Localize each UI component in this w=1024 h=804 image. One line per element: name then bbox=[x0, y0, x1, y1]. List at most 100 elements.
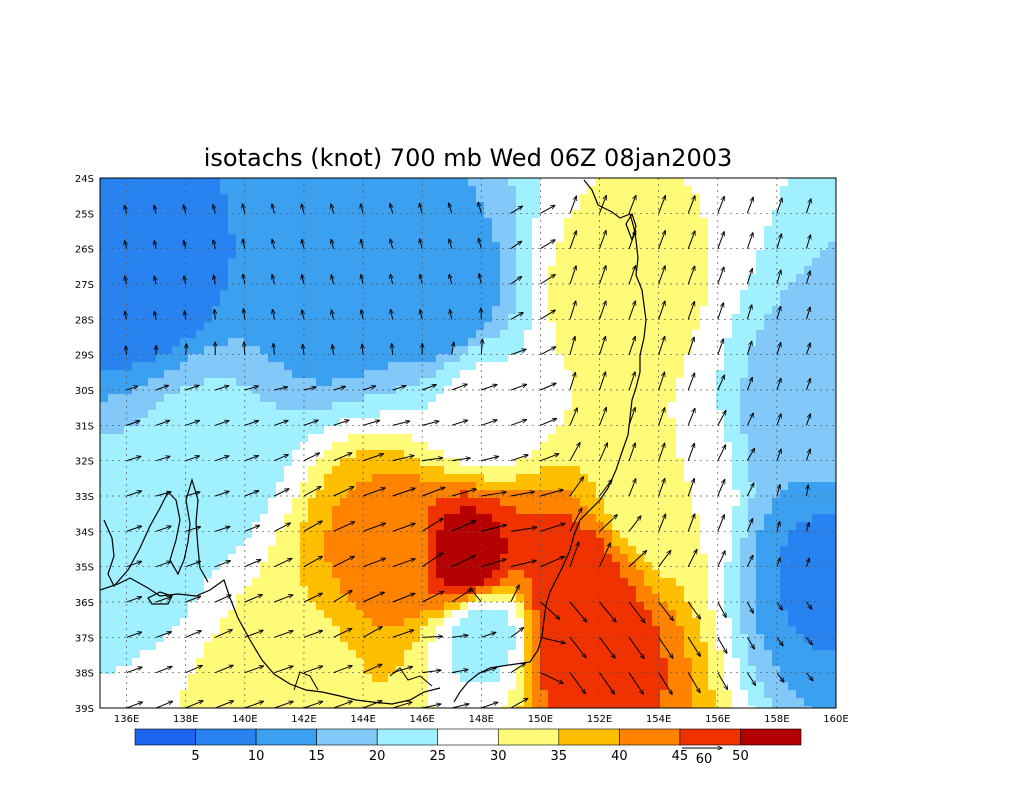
field-cell bbox=[420, 602, 429, 611]
field-cell bbox=[628, 418, 637, 427]
field-cell bbox=[476, 426, 485, 435]
field-cell bbox=[108, 258, 117, 267]
field-cell bbox=[164, 354, 173, 363]
field-cell bbox=[412, 250, 421, 259]
field-cell bbox=[612, 602, 621, 611]
field-cell bbox=[620, 218, 629, 227]
field-cell bbox=[708, 354, 717, 363]
field-cell bbox=[268, 554, 277, 563]
field-cell bbox=[524, 530, 533, 539]
field-cell bbox=[324, 426, 333, 435]
field-cell bbox=[164, 394, 173, 403]
field-cell bbox=[692, 186, 701, 195]
field-cell bbox=[236, 418, 245, 427]
field-cell bbox=[140, 274, 149, 283]
field-cell bbox=[796, 450, 805, 459]
field-cell bbox=[212, 242, 221, 251]
field-cell bbox=[196, 274, 205, 283]
field-cell bbox=[268, 298, 277, 307]
field-cell bbox=[564, 226, 573, 235]
field-cell bbox=[316, 490, 325, 499]
field-cell bbox=[652, 354, 661, 363]
field-cell bbox=[644, 426, 653, 435]
field-cell bbox=[516, 482, 525, 491]
field-cell bbox=[796, 266, 805, 275]
field-cell bbox=[820, 506, 829, 515]
field-cell bbox=[612, 570, 621, 579]
field-cell bbox=[412, 330, 421, 339]
field-cell bbox=[468, 186, 477, 195]
field-cell bbox=[580, 178, 589, 187]
field-cell bbox=[412, 338, 421, 347]
field-cell bbox=[396, 202, 405, 211]
field-cell bbox=[492, 338, 501, 347]
field-cell bbox=[188, 346, 197, 355]
field-cell bbox=[500, 322, 509, 331]
field-cell bbox=[540, 274, 549, 283]
field-cell bbox=[180, 178, 189, 187]
field-cell bbox=[620, 314, 629, 323]
field-cell bbox=[444, 538, 453, 547]
field-cell bbox=[748, 186, 757, 195]
field-cell bbox=[100, 274, 109, 283]
field-cell bbox=[636, 330, 645, 339]
field-cell bbox=[148, 226, 157, 235]
field-cell bbox=[724, 490, 733, 499]
field-cell bbox=[652, 194, 661, 203]
field-cell bbox=[372, 378, 381, 387]
field-cell bbox=[780, 602, 789, 611]
field-cell bbox=[340, 314, 349, 323]
field-cell bbox=[220, 338, 229, 347]
field-cell bbox=[204, 178, 213, 187]
field-cell bbox=[476, 370, 485, 379]
field-cell bbox=[812, 554, 821, 563]
field-cell bbox=[444, 458, 453, 467]
field-cell bbox=[356, 418, 365, 427]
field-cell bbox=[748, 250, 757, 259]
field-cell bbox=[756, 418, 765, 427]
field-cell bbox=[660, 530, 669, 539]
field-cell bbox=[540, 482, 549, 491]
field-cell bbox=[444, 178, 453, 187]
field-cell bbox=[636, 498, 645, 507]
field-cell bbox=[116, 234, 125, 243]
field-cell bbox=[492, 434, 501, 443]
field-cell bbox=[188, 498, 197, 507]
field-cell bbox=[500, 234, 509, 243]
field-cell bbox=[484, 250, 493, 259]
field-cell bbox=[316, 282, 325, 291]
field-cell bbox=[532, 418, 541, 427]
field-cell bbox=[356, 226, 365, 235]
field-cell bbox=[428, 242, 437, 251]
field-cell bbox=[652, 218, 661, 227]
field-cell bbox=[428, 234, 437, 243]
field-cell bbox=[412, 386, 421, 395]
field-cell bbox=[820, 322, 829, 331]
field-cell bbox=[516, 498, 525, 507]
field-cell bbox=[748, 354, 757, 363]
field-cell bbox=[260, 610, 269, 619]
field-cell bbox=[604, 466, 613, 475]
field-cell bbox=[588, 362, 597, 371]
field-cell bbox=[396, 210, 405, 219]
field-cell bbox=[612, 354, 621, 363]
field-cell bbox=[404, 474, 413, 483]
field-cell bbox=[484, 266, 493, 275]
field-cell bbox=[228, 562, 237, 571]
field-cell bbox=[700, 394, 709, 403]
field-cell bbox=[300, 610, 309, 619]
field-cell bbox=[172, 218, 181, 227]
field-cell bbox=[612, 370, 621, 379]
field-cell bbox=[396, 218, 405, 227]
field-cell bbox=[236, 538, 245, 547]
field-cell bbox=[212, 314, 221, 323]
field-cell bbox=[268, 210, 277, 219]
field-cell bbox=[820, 450, 829, 459]
field-cell bbox=[564, 290, 573, 299]
field-cell bbox=[140, 402, 149, 411]
field-cell bbox=[292, 530, 301, 539]
field-cell bbox=[756, 210, 765, 219]
field-cell bbox=[644, 386, 653, 395]
field-cell bbox=[348, 514, 357, 523]
field-cell bbox=[492, 362, 501, 371]
